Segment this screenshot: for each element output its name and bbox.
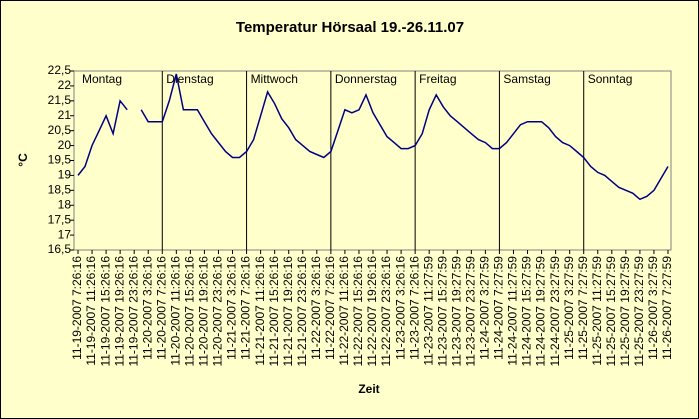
y-tick-label: 19 xyxy=(58,168,72,182)
x-tick-label: 11-25-2007 11:27:59 xyxy=(590,256,604,366)
y-tick-label: 20,5 xyxy=(48,123,72,137)
x-tick-label: 11-20-2007 23:26:16 xyxy=(211,256,225,367)
chart-title: Temperatur Hörsaal 19.-26.11.07 xyxy=(236,19,464,36)
x-tick-label: 11-19-2007 19:26:16 xyxy=(112,256,126,367)
x-tick-label: 11-21-2007 19:26:16 xyxy=(281,256,295,367)
x-tick-label: 11-20-2007 11:26:16 xyxy=(169,256,183,366)
x-tick-label: 11-23-2007 11:27:59 xyxy=(421,256,435,366)
day-label: Donnerstag xyxy=(335,72,397,86)
x-tick-label: 11-24-2007 3:27:59 xyxy=(478,256,492,360)
day-label: Mittwoch xyxy=(251,72,298,86)
x-tick-label: 11-25-2007 3:27:59 xyxy=(562,256,576,360)
x-tick-label: 11-21-2007 23:26:16 xyxy=(295,256,309,367)
x-tick-label: 11-22-2007 19:26:16 xyxy=(365,256,379,367)
x-tick-label: 11-22-2007 3:26:16 xyxy=(309,256,323,360)
y-tick-label: 16,5 xyxy=(48,242,72,256)
x-tick-label: 11-21-2007 7:26:16 xyxy=(239,256,253,360)
x-tick-label: 11-23-2007 3:26:16 xyxy=(393,256,407,360)
x-tick-label: 11-19-2007 15:26:16 xyxy=(98,256,112,367)
series-line xyxy=(77,73,669,201)
x-tick-label: 11-19-2007 11:26:16 xyxy=(84,256,98,366)
y-tick-label: 18 xyxy=(58,197,72,211)
x-tick-label: 11-22-2007 11:26:16 xyxy=(337,256,351,366)
x-tick-label: 11-25-2007 19:27:59 xyxy=(618,256,632,367)
x-tick-label: 11-21-2007 15:26:16 xyxy=(267,256,281,367)
y-tick-label: 17,5 xyxy=(48,212,72,226)
y-tick-label: 17 xyxy=(58,227,72,241)
x-tick-label: 11-23-2007 7:26:16 xyxy=(407,256,421,360)
x-tick-label: 11-20-2007 15:26:16 xyxy=(183,256,197,367)
x-tick-label: 11-22-2007 7:26:16 xyxy=(323,256,337,360)
y-tick-label: 19,5 xyxy=(48,153,72,167)
x-tick-label: 11-24-2007 23:27:59 xyxy=(548,256,562,367)
x-tick-label: 11-19-2007 7:26:16 xyxy=(70,256,84,360)
x-tick-label: 11-25-2007 7:27:59 xyxy=(576,256,590,360)
x-tick-label: 11-23-2007 15:27:59 xyxy=(435,256,449,367)
x-tick-label: 11-24-2007 11:27:59 xyxy=(506,256,520,366)
x-tick-label: 11-25-2007 15:27:59 xyxy=(604,256,618,367)
x-tick-label: 11-20-2007 7:26:16 xyxy=(154,256,168,360)
x-tick-label: 11-21-2007 3:26:16 xyxy=(225,256,239,360)
y-axis-label: °C xyxy=(16,153,30,167)
y-tick-label: 21 xyxy=(58,108,72,122)
y-tick-label: 20 xyxy=(58,138,72,152)
x-tick-label: 11-25-2007 23:27:59 xyxy=(632,256,646,367)
day-label: Montag xyxy=(82,72,122,86)
y-tick-label: 21,5 xyxy=(48,93,72,107)
day-label: Freitag xyxy=(419,72,456,86)
x-tick-label: 11-20-2007 19:26:16 xyxy=(197,256,211,367)
x-tick-label: 11-21-2007 11:26:16 xyxy=(253,256,267,366)
y-tick-label: 22 xyxy=(58,78,72,92)
x-tick-label: 11-24-2007 7:27:59 xyxy=(492,256,506,360)
x-tick-label: 11-23-2007 19:27:59 xyxy=(449,256,463,367)
y-tick-label: 18,5 xyxy=(48,183,72,197)
x-axis-label: Zeit xyxy=(358,382,379,396)
y-tick-label: 22,5 xyxy=(48,63,72,77)
x-tick-label: 11-23-2007 23:27:59 xyxy=(464,256,478,367)
x-tick-label: 11-19-2007 23:26:16 xyxy=(126,256,140,367)
x-tick-label: 11-22-2007 23:26:16 xyxy=(379,256,393,367)
x-tick-label: 11-26-2007 3:27:59 xyxy=(646,256,660,360)
x-tick-label: 11-26-2007 7:27:59 xyxy=(660,256,674,360)
x-tick-label: 11-22-2007 15:26:16 xyxy=(351,256,365,367)
x-tick-label: 11-24-2007 15:27:59 xyxy=(520,256,534,367)
x-tick-label: 11-20-2007 3:26:16 xyxy=(140,256,154,360)
x-tick-label: 11-24-2007 19:27:59 xyxy=(534,256,548,367)
day-label: Samstag xyxy=(503,72,550,86)
day-label: Sonntag xyxy=(588,72,633,86)
